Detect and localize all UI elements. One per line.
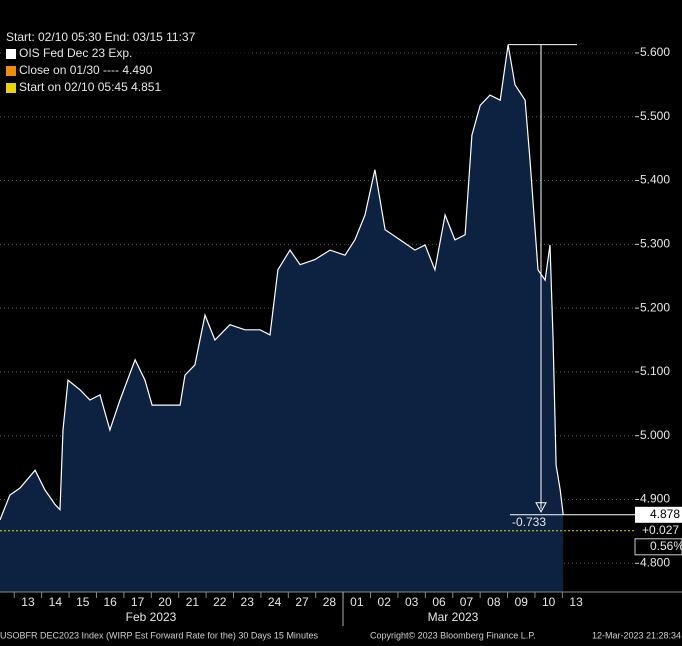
legend-text: OIS Fed Dec 23 Exp.: [19, 46, 132, 60]
x-tick-label: 22: [213, 595, 227, 609]
x-tick-label: 17: [131, 595, 145, 609]
change-label: +0.027: [642, 523, 679, 537]
drop-label: -0.733: [512, 515, 546, 529]
y-tick-label: 5.500: [640, 109, 670, 123]
footer: USOBFR DEC2023 Index (WIRP Est Forward R…: [0, 630, 318, 640]
legend-header: Start: 02/10 05:30 End: 03/15 11:37: [6, 30, 196, 44]
legend-swatch: [6, 66, 16, 76]
legend-swatch: [6, 49, 16, 59]
y-tick-label: 5.200: [640, 300, 670, 314]
legend-text: Start on 02/10 05:45 4.851: [19, 80, 161, 94]
x-tick-label: 02: [378, 595, 392, 609]
x-tick-label: 28: [323, 595, 337, 609]
x-tick-label: 09: [515, 595, 529, 609]
x-tick-label: 08: [487, 595, 501, 609]
legend-box: [3, 27, 251, 94]
x-tick-label: 06: [432, 595, 446, 609]
month-label: Feb 2023: [126, 610, 177, 624]
y-tick-label: 4.800: [640, 555, 670, 569]
x-tick-label: 16: [103, 595, 117, 609]
x-tick-label: 14: [49, 595, 63, 609]
x-tick-label: 03: [405, 595, 419, 609]
x-tick-label: 27: [295, 595, 309, 609]
x-tick-label: 13: [21, 595, 35, 609]
x-tick-label: 20: [158, 595, 172, 609]
x-tick-label: 24: [268, 595, 282, 609]
legend-swatch: [6, 83, 16, 93]
y-tick-label: 5.300: [640, 236, 670, 250]
y-tick-label: 4.900: [640, 492, 670, 506]
last-value-label: 4.878: [650, 507, 680, 521]
x-tick-label: 21: [186, 595, 200, 609]
x-tick-label: 10: [542, 595, 556, 609]
area: [0, 44, 564, 592]
x-tick-label: 01: [350, 595, 364, 609]
x-tick-label: 07: [460, 595, 474, 609]
footer: Copyright© 2023 Bloomberg Finance L.P.: [370, 630, 536, 640]
y-tick-label: 5.000: [640, 428, 670, 442]
x-tick-label: 13: [569, 595, 583, 609]
x-tick-label: 23: [241, 595, 255, 609]
legend-text: Close on 01/30 ---- 4.490: [19, 63, 153, 77]
footer: 12-Mar-2023 21:28:34: [592, 630, 681, 640]
y-tick-label: 5.600: [640, 45, 670, 59]
drop-arrow: [535, 502, 547, 513]
month-label: Mar 2023: [428, 610, 479, 624]
change-pct-label: 0.56%: [650, 539, 682, 553]
y-tick-label: 5.400: [640, 173, 670, 187]
line: [0, 44, 564, 521]
change-pct-box: [634, 538, 682, 556]
last-value-box: [635, 506, 682, 523]
y-tick-label: 5.100: [640, 364, 670, 378]
x-tick-label: 15: [76, 595, 90, 609]
